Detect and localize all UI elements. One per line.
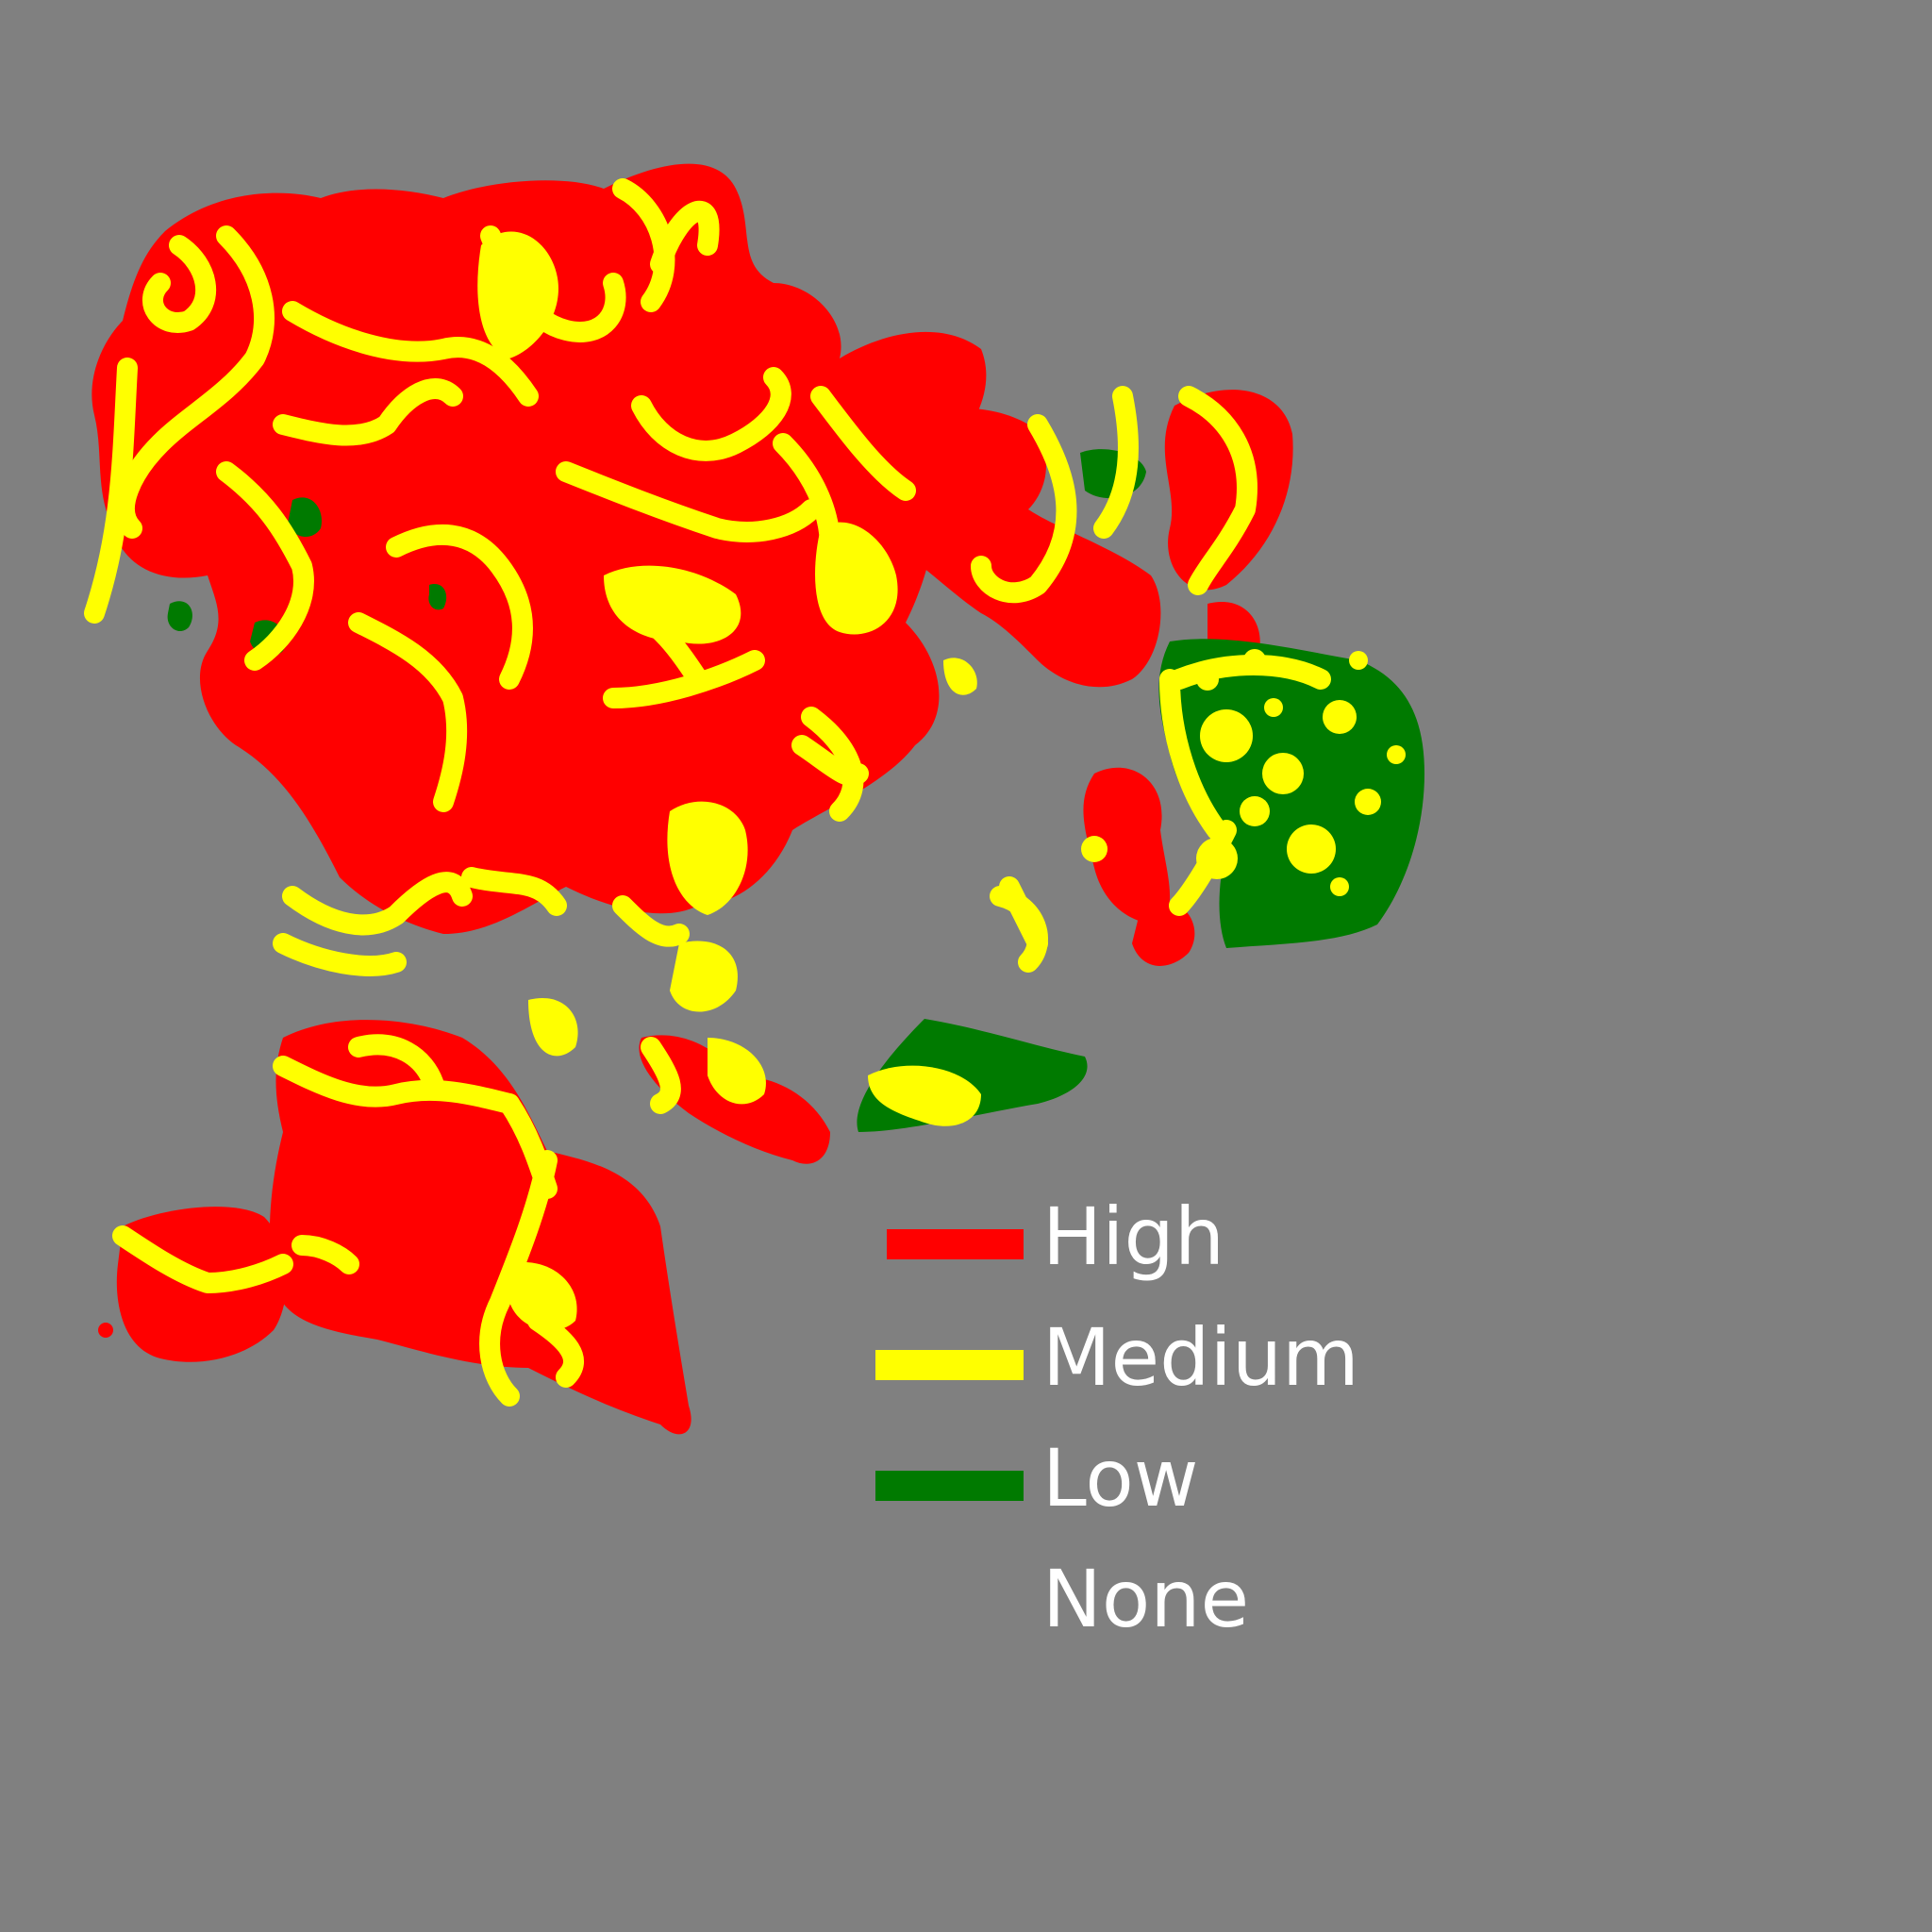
legend-item-low: Low [873, 1425, 1401, 1546]
legend-label-none: None [1042, 1553, 1250, 1645]
legend-label-medium: Medium [1042, 1311, 1359, 1404]
legend-swatch-medium [875, 1350, 1024, 1380]
legend-swatch-low [875, 1471, 1024, 1501]
legend-label-high: High [1042, 1191, 1225, 1283]
legend-label-low: Low [1042, 1432, 1199, 1524]
high-regions [92, 163, 1293, 1435]
legend-swatch-high [887, 1229, 1024, 1259]
legend-item-medium: Medium [873, 1305, 1401, 1425]
legend-item-none: None [873, 1546, 1401, 1667]
medium-regions [477, 231, 1406, 1331]
legend-item-high: High [873, 1184, 1401, 1305]
legend: High Medium Low None [873, 1184, 1401, 1667]
medium-veins [84, 178, 1331, 1407]
